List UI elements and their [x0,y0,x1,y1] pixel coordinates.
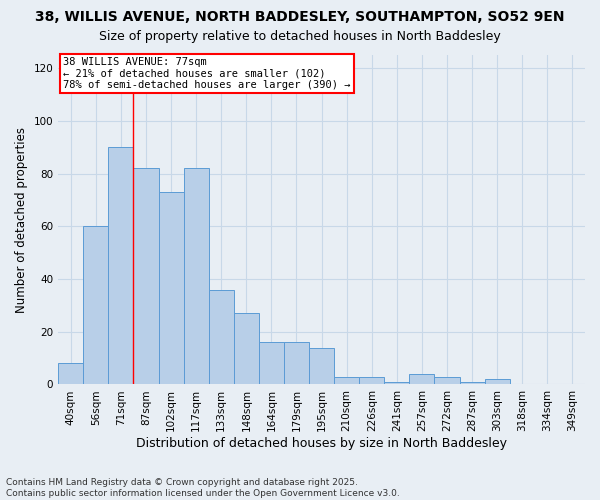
Y-axis label: Number of detached properties: Number of detached properties [15,126,28,312]
Bar [334,376,359,384]
Bar [460,382,485,384]
X-axis label: Distribution of detached houses by size in North Baddesley: Distribution of detached houses by size … [136,437,507,450]
Bar [209,290,234,384]
Bar [485,379,510,384]
Bar [385,382,409,384]
Bar [184,168,209,384]
Text: Size of property relative to detached houses in North Baddesley: Size of property relative to detached ho… [99,30,501,43]
Bar [109,147,133,384]
Bar [259,342,284,384]
Bar [234,314,259,384]
Bar [284,342,309,384]
Text: 38, WILLIS AVENUE, NORTH BADDESLEY, SOUTHAMPTON, SO52 9EN: 38, WILLIS AVENUE, NORTH BADDESLEY, SOUT… [35,10,565,24]
Text: 38 WILLIS AVENUE: 77sqm
← 21% of detached houses are smaller (102)
78% of semi-d: 38 WILLIS AVENUE: 77sqm ← 21% of detache… [64,56,351,90]
Bar [409,374,434,384]
Bar [83,226,109,384]
Bar [158,192,184,384]
Bar [309,348,334,385]
Text: Contains HM Land Registry data © Crown copyright and database right 2025.
Contai: Contains HM Land Registry data © Crown c… [6,478,400,498]
Bar [359,376,385,384]
Bar [58,364,83,384]
Bar [133,168,158,384]
Bar [434,376,460,384]
